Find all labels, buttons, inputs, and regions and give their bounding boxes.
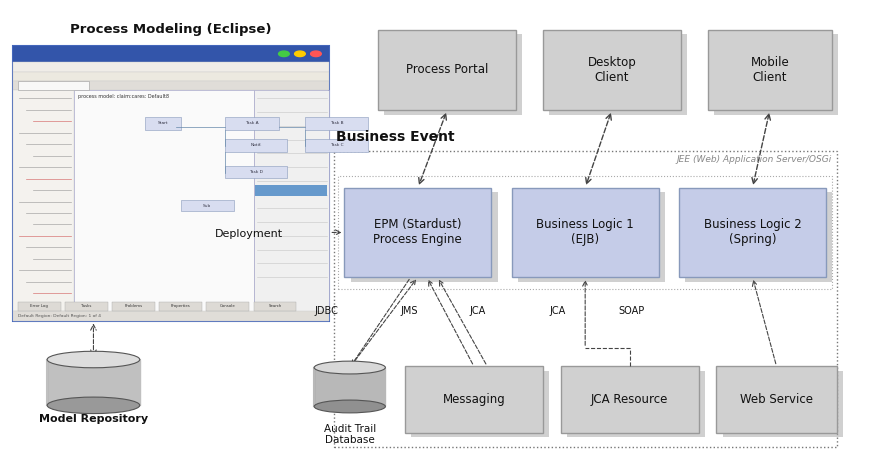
FancyBboxPatch shape xyxy=(714,34,838,114)
Text: Task A: Task A xyxy=(245,121,259,125)
Text: Model Repository: Model Repository xyxy=(39,414,148,425)
FancyBboxPatch shape xyxy=(716,366,837,433)
FancyBboxPatch shape xyxy=(13,46,329,321)
Text: JCA: JCA xyxy=(549,306,565,316)
FancyBboxPatch shape xyxy=(543,30,681,110)
Bar xyxy=(314,367,385,407)
FancyBboxPatch shape xyxy=(255,185,327,196)
Circle shape xyxy=(279,51,289,57)
Text: process model: claim:cares: Default8: process model: claim:cares: Default8 xyxy=(78,94,169,99)
Text: JEE (Web) Application Server/OSGi: JEE (Web) Application Server/OSGi xyxy=(677,155,832,164)
Text: Notif.: Notif. xyxy=(251,143,262,147)
Ellipse shape xyxy=(47,351,140,368)
Ellipse shape xyxy=(314,361,385,374)
Text: JMS: JMS xyxy=(400,306,418,316)
FancyBboxPatch shape xyxy=(254,302,296,311)
Text: Deployment: Deployment xyxy=(215,229,283,239)
FancyBboxPatch shape xyxy=(405,366,543,433)
FancyBboxPatch shape xyxy=(305,139,368,152)
FancyBboxPatch shape xyxy=(13,72,329,81)
Text: JCA Resource: JCA Resource xyxy=(591,393,668,406)
Text: Console: Console xyxy=(220,305,236,308)
Text: Task B: Task B xyxy=(329,121,344,125)
FancyBboxPatch shape xyxy=(685,192,832,282)
FancyBboxPatch shape xyxy=(351,192,498,282)
FancyBboxPatch shape xyxy=(549,34,687,114)
FancyBboxPatch shape xyxy=(13,46,329,62)
FancyBboxPatch shape xyxy=(13,90,74,311)
Circle shape xyxy=(295,51,305,57)
Text: EPM (Stardust)
Process Engine: EPM (Stardust) Process Engine xyxy=(374,218,462,246)
FancyBboxPatch shape xyxy=(378,30,516,110)
FancyBboxPatch shape xyxy=(65,302,108,311)
FancyBboxPatch shape xyxy=(411,371,549,437)
Text: Problems: Problems xyxy=(125,305,142,308)
Text: Messaging: Messaging xyxy=(442,393,506,406)
Text: Task D: Task D xyxy=(249,170,263,174)
Text: JDBC: JDBC xyxy=(315,306,338,316)
Text: Properties: Properties xyxy=(171,305,190,308)
Circle shape xyxy=(311,51,321,57)
FancyBboxPatch shape xyxy=(344,188,491,277)
Text: Business Logic 2
(Spring): Business Logic 2 (Spring) xyxy=(704,218,801,246)
FancyBboxPatch shape xyxy=(723,371,843,437)
FancyBboxPatch shape xyxy=(13,311,329,321)
FancyBboxPatch shape xyxy=(561,366,699,433)
FancyBboxPatch shape xyxy=(305,117,368,130)
FancyBboxPatch shape xyxy=(181,200,234,212)
FancyBboxPatch shape xyxy=(74,90,254,311)
FancyBboxPatch shape xyxy=(159,302,202,311)
Text: Start: Start xyxy=(158,121,168,125)
Text: Process Portal: Process Portal xyxy=(406,63,489,76)
FancyBboxPatch shape xyxy=(225,165,287,178)
FancyBboxPatch shape xyxy=(145,117,181,130)
FancyBboxPatch shape xyxy=(567,371,705,437)
FancyBboxPatch shape xyxy=(13,62,329,72)
Text: Tasks: Tasks xyxy=(81,305,92,308)
Text: Audit Trail
Database: Audit Trail Database xyxy=(324,424,376,445)
Text: Process Modeling (Eclipse): Process Modeling (Eclipse) xyxy=(70,23,271,36)
Text: JCA: JCA xyxy=(470,306,486,316)
Text: Business Logic 1
(EJB): Business Logic 1 (EJB) xyxy=(537,218,634,246)
Text: Default Region: Default Region: 1 of 4: Default Region: Default Region: 1 of 4 xyxy=(18,314,101,317)
FancyBboxPatch shape xyxy=(225,117,279,130)
FancyBboxPatch shape xyxy=(708,30,832,110)
FancyBboxPatch shape xyxy=(254,90,329,311)
Text: SOAP: SOAP xyxy=(619,306,645,316)
Text: Business Event: Business Event xyxy=(336,131,455,144)
Ellipse shape xyxy=(47,397,140,414)
Text: Search: Search xyxy=(268,305,282,308)
Ellipse shape xyxy=(314,400,385,413)
FancyBboxPatch shape xyxy=(18,302,61,311)
FancyBboxPatch shape xyxy=(512,188,659,277)
Text: Sub: Sub xyxy=(203,204,212,207)
Text: Task C: Task C xyxy=(329,143,344,147)
FancyBboxPatch shape xyxy=(112,302,155,311)
Text: Web Service: Web Service xyxy=(740,393,813,406)
FancyBboxPatch shape xyxy=(13,81,329,90)
Text: Error Log: Error Log xyxy=(30,305,48,308)
FancyBboxPatch shape xyxy=(225,139,287,152)
FancyBboxPatch shape xyxy=(518,192,665,282)
FancyBboxPatch shape xyxy=(384,34,522,114)
Text: Desktop
Client: Desktop Client xyxy=(587,56,636,84)
Text: Mobile
Client: Mobile Client xyxy=(750,56,789,84)
FancyBboxPatch shape xyxy=(18,81,89,90)
FancyBboxPatch shape xyxy=(679,188,826,277)
Bar xyxy=(47,360,140,405)
FancyBboxPatch shape xyxy=(206,302,249,311)
